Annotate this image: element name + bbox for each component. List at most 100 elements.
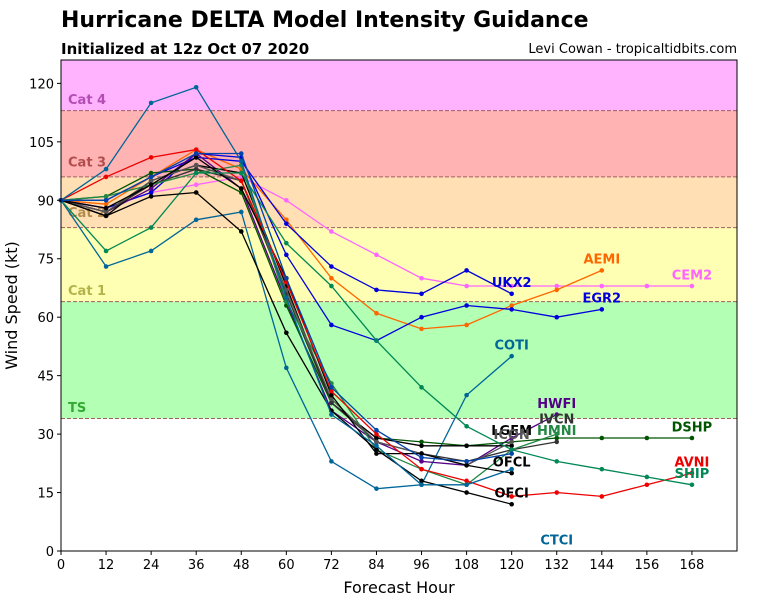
x-tick-label: 96 (413, 558, 430, 573)
data-point (329, 396, 334, 402)
y-tick-label: 90 (37, 194, 54, 209)
band-label: TS (68, 401, 86, 416)
data-point (329, 264, 334, 269)
data-point (509, 307, 514, 312)
data-point (419, 466, 424, 472)
data-point (148, 170, 154, 176)
data-point (689, 435, 695, 441)
data-point (193, 166, 199, 172)
data-point (509, 494, 514, 499)
data-point (509, 353, 514, 359)
data-point (554, 287, 560, 293)
data-point (284, 330, 289, 336)
data-point (329, 283, 334, 289)
x-tick-label: 84 (368, 558, 385, 573)
y-tick-label: 105 (29, 136, 54, 151)
data-point (644, 474, 650, 480)
x-tick-label: 36 (188, 558, 205, 573)
data-point (193, 217, 199, 223)
data-point (193, 147, 199, 152)
y-tick-label: 75 (37, 253, 54, 268)
series-label: HWFI (537, 397, 576, 412)
data-point (103, 209, 109, 215)
series-label: AEMI (583, 253, 620, 268)
x-tick-label: 12 (98, 558, 115, 573)
chart-credit: Levi Cowan - tropicaltidbits.com (528, 42, 737, 57)
data-point (103, 205, 109, 211)
data-point (284, 252, 289, 258)
data-point (509, 501, 514, 507)
data-point (419, 439, 424, 445)
data-point (689, 470, 695, 476)
data-point (464, 490, 469, 495)
data-point (419, 455, 424, 460)
data-point (148, 194, 154, 199)
data-point (193, 190, 199, 195)
data-point (238, 178, 244, 184)
data-point (284, 275, 289, 281)
series-label: CEM2 (672, 268, 712, 283)
data-point (284, 197, 289, 203)
data-point (419, 314, 424, 320)
series-label: CTCI (540, 533, 573, 548)
data-point (509, 435, 514, 441)
plot-frame (60, 59, 738, 552)
data-point (374, 338, 379, 343)
data-point (238, 229, 244, 234)
band-cat-2 (61, 176, 737, 228)
data-point (689, 283, 695, 289)
chart-title: Hurricane DELTA Model Intensity Guidance (61, 8, 589, 33)
data-point (464, 283, 469, 289)
data-point (464, 462, 469, 468)
data-point (419, 275, 424, 281)
x-tick-label: 24 (143, 558, 160, 573)
data-point (554, 439, 560, 445)
data-point (419, 443, 424, 449)
data-point (329, 322, 334, 328)
data-point (599, 494, 605, 499)
data-point (103, 201, 109, 207)
series-label: ICON (494, 428, 530, 443)
data-point (193, 84, 199, 90)
data-point (554, 431, 560, 437)
data-point (554, 314, 560, 320)
x-tick-label: 108 (454, 558, 479, 573)
data-point (329, 400, 334, 406)
data-point (599, 466, 605, 472)
data-point (644, 482, 650, 488)
data-point (419, 459, 424, 464)
data-point (284, 365, 289, 371)
series-label: SHIP (675, 467, 710, 482)
data-point (103, 197, 109, 203)
data-point (284, 240, 289, 246)
data-point (554, 435, 560, 441)
data-point (238, 186, 244, 191)
x-tick-label: 144 (589, 558, 614, 573)
band-cat-1 (61, 227, 737, 302)
data-point (509, 447, 514, 452)
data-point (329, 392, 334, 398)
data-point (148, 225, 154, 230)
data-point (689, 482, 695, 488)
data-point (464, 392, 469, 398)
data-point (148, 186, 154, 191)
x-tick-label: 156 (634, 558, 659, 573)
data-point (238, 209, 244, 215)
series-label: AVNI (674, 455, 709, 470)
y-tick-label: 60 (37, 311, 54, 326)
data-point (599, 283, 605, 289)
data-point (329, 388, 334, 394)
data-point (509, 443, 514, 449)
y-tick-label: 120 (29, 77, 54, 92)
band-cat-4 (61, 60, 737, 111)
data-point (103, 248, 109, 254)
data-point (374, 252, 379, 258)
data-point (509, 470, 514, 476)
x-tick-label: 120 (499, 558, 524, 573)
x-tick-label: 168 (680, 558, 705, 573)
data-point (193, 182, 199, 187)
y-tick-label: 45 (37, 370, 54, 385)
data-point (554, 412, 560, 417)
data-point (148, 190, 154, 195)
